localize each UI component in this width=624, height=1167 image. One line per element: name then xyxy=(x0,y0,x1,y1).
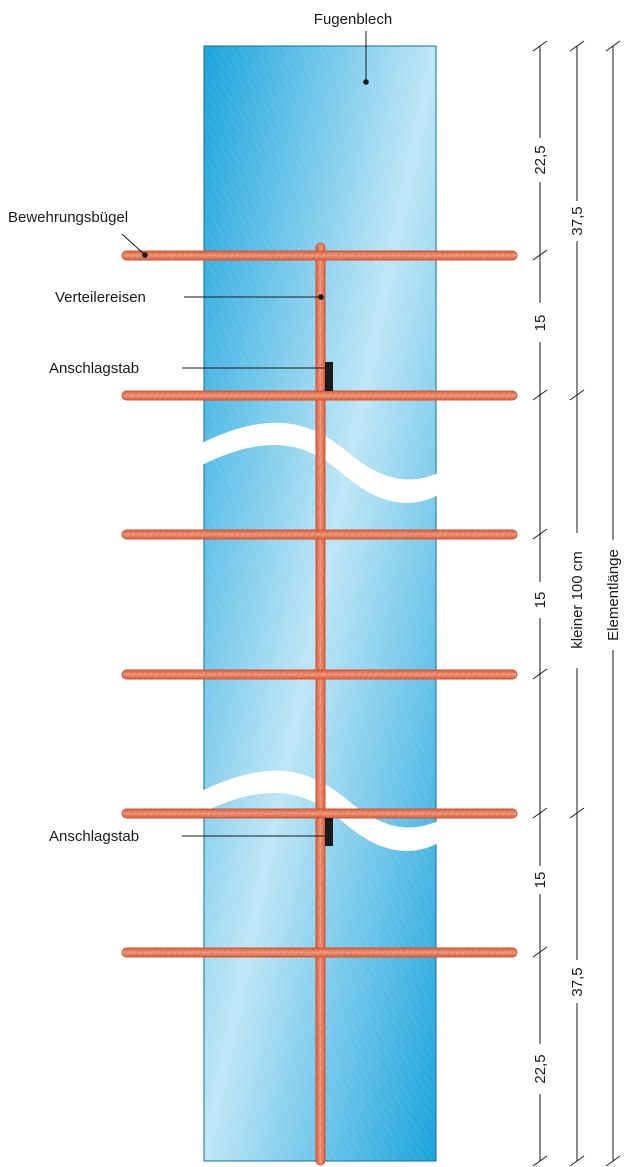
stop-bar-bottom xyxy=(325,818,333,846)
dim-top-end: 22,5 xyxy=(532,145,549,174)
callout-stirrup: Bewehrungsbügel xyxy=(8,209,148,258)
stirrup-bar xyxy=(121,529,518,540)
dim-middle: 15 xyxy=(532,592,549,609)
dim-bottom-end: 22,5 xyxy=(532,1054,549,1083)
label-stop-bar-bottom: Anschlagstab xyxy=(49,828,139,845)
callout-stop-bar-bottom: Anschlagstab xyxy=(49,828,325,845)
dimension-chain-element: Elementlänge xyxy=(605,40,622,1167)
label-distribution-bar: Verteilereisen xyxy=(55,289,146,306)
label-stop-bar-top: Anschlagstab xyxy=(49,360,139,377)
stop-bar-top xyxy=(325,362,333,391)
stirrup-bar xyxy=(121,669,518,680)
callout-sheet: Fugenblech xyxy=(314,11,392,85)
stirrup-bar xyxy=(121,390,518,401)
dimension-chain-spacing: 22,5 15 15 15 22,5 xyxy=(532,40,549,1167)
stirrup-bar xyxy=(121,947,518,958)
dim-top-first: 15 xyxy=(532,315,549,332)
stirrup-bar xyxy=(121,250,518,261)
callout-stop-bar-top: Anschlagstab xyxy=(49,360,325,377)
break-mark-lower xyxy=(196,770,444,852)
dim-bottom-total: 37,5 xyxy=(569,967,586,996)
callout-distribution-bar: Verteilereisen xyxy=(55,289,324,306)
dim-bottom-first: 15 xyxy=(532,872,549,889)
dimension-chain-groups: 37,5 kleiner 100 cm 37,5 xyxy=(569,40,586,1167)
dim-element: Elementlänge xyxy=(605,549,622,641)
dim-group: kleiner 100 cm xyxy=(569,551,586,649)
stirrup-bar xyxy=(121,808,518,819)
break-mark-upper xyxy=(196,422,444,504)
label-sheet: Fugenblech xyxy=(314,11,392,28)
dim-top-total: 37,5 xyxy=(569,206,586,235)
distribution-bar xyxy=(315,242,326,1166)
label-stirrup: Bewehrungsbügel xyxy=(8,209,128,226)
